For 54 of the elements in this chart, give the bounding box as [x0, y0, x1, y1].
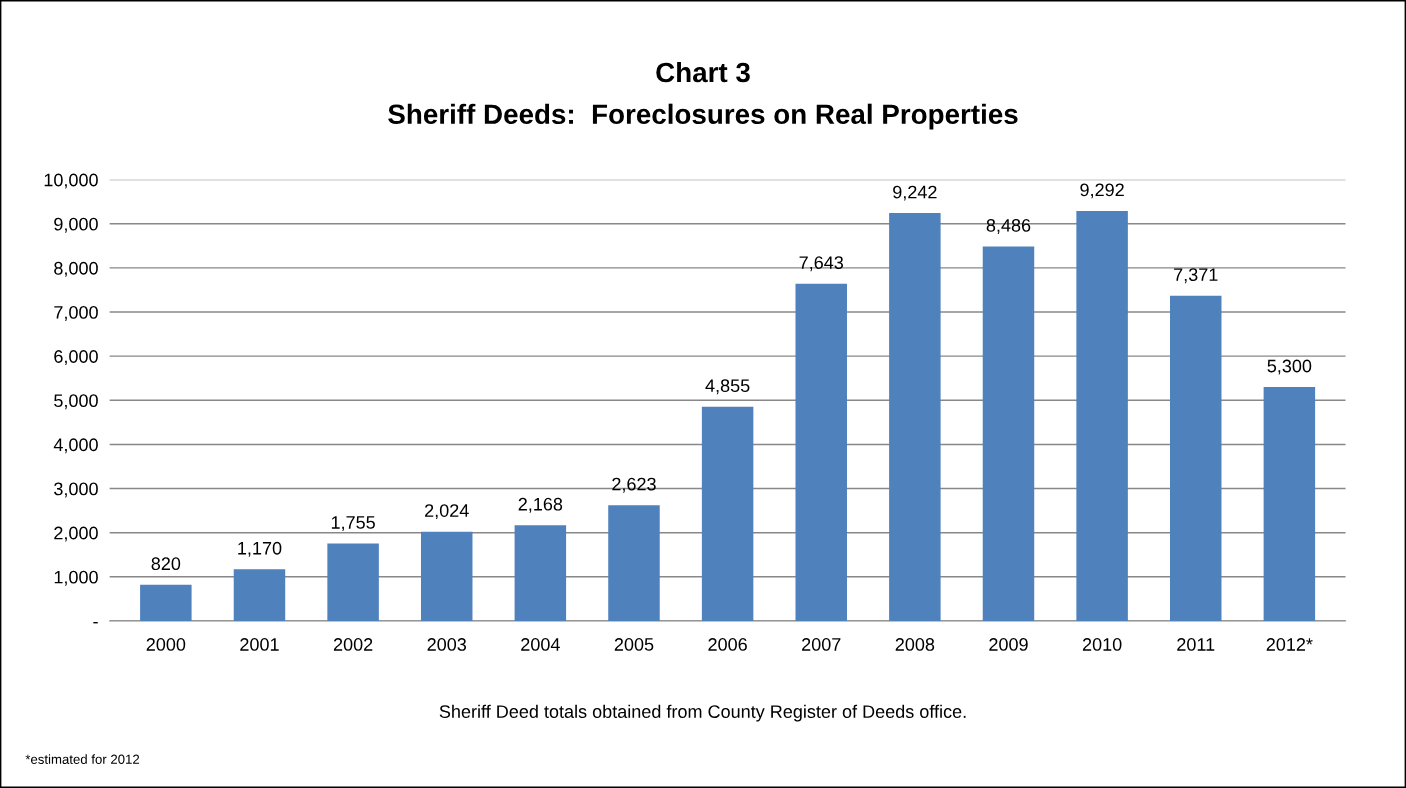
y-tick-label: 9,000: [54, 217, 98, 233]
x-tick-label: 2009: [989, 638, 1028, 651]
bar: [982, 246, 1035, 621]
chart-subtitle: Sheriff Deeds: Foreclosures on Real Properties: [388, 103, 1018, 130]
chart-title: Chart 3: [656, 61, 750, 83]
x-tick-label: 2004: [521, 638, 560, 651]
data-label: 1,170: [238, 541, 282, 557]
data-label: 8,486: [986, 219, 1031, 234]
bar: [420, 531, 473, 621]
bar: [1169, 295, 1222, 621]
y-tick-label: 7,000: [54, 305, 98, 321]
data-label: 2,024: [425, 504, 469, 520]
data-label: 5,300: [1267, 359, 1312, 375]
data-label: 7,371: [1174, 268, 1218, 284]
x-tick-label: 2008: [895, 638, 935, 651]
data-label: 4,855: [705, 379, 750, 395]
bar: [701, 406, 754, 621]
bar: [608, 505, 660, 621]
y-tick-label: -: [93, 621, 98, 624]
bar: [795, 283, 847, 621]
x-tick-label: 2011: [1177, 638, 1215, 651]
x-tick-label: 2007: [802, 638, 841, 651]
data-label: 9,242: [893, 185, 937, 201]
bar: [233, 569, 286, 621]
data-label: 1,755: [331, 516, 375, 531]
text: Sheriff Deed totals obtained from County Register of Deeds office.: [439, 704, 966, 722]
y-tick-label: 8,000: [54, 261, 98, 277]
bar: [1076, 210, 1128, 621]
data-label: 2,168: [518, 497, 563, 513]
bar: [140, 584, 192, 621]
y-tick-label: 3,000: [54, 482, 98, 498]
y-tick-label: 10,000: [44, 173, 98, 189]
bar: [889, 213, 941, 621]
text: *estimated for 2012: [25, 754, 140, 764]
x-tick-label: 2003: [427, 638, 467, 651]
y-tick-label: 5,000: [54, 394, 98, 410]
bar: [1263, 387, 1316, 621]
x-tick-label: 2002: [333, 638, 373, 651]
data-label: 9,292: [1080, 183, 1124, 199]
x-tick-label: 2000: [146, 638, 186, 651]
y-tick-label: 1,000: [54, 570, 98, 586]
bar: [327, 543, 379, 621]
data-label: 820: [151, 557, 181, 571]
x-tick-label: 2001: [240, 638, 279, 651]
x-tick-label: 2010: [1082, 638, 1122, 651]
bar: [514, 525, 567, 621]
x-tick-label: 2005: [614, 638, 654, 651]
y-tick-label: 2,000: [54, 526, 98, 542]
y-tick-label: 6,000: [54, 350, 98, 366]
x-tick-label: 2012*: [1266, 638, 1313, 651]
y-tick-label: 4,000: [53, 438, 98, 454]
data-label: 7,643: [799, 256, 844, 272]
data-label: 2,623: [612, 477, 656, 493]
x-tick-label: 2006: [708, 638, 747, 651]
